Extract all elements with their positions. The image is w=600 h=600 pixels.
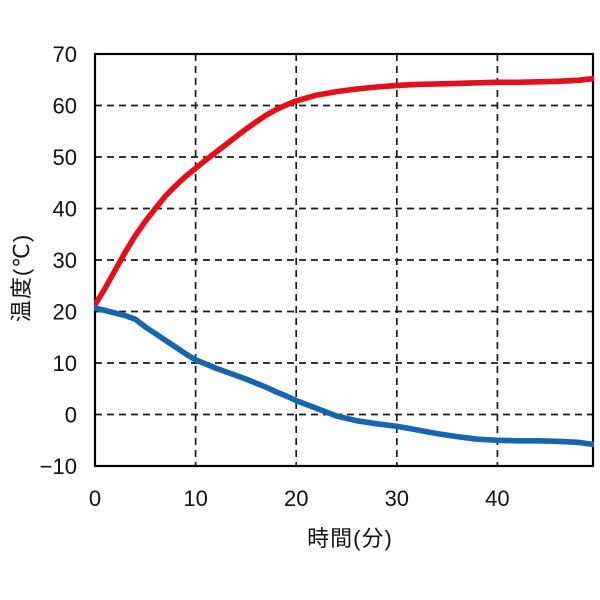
x-tick-label: 0 <box>89 486 101 511</box>
y-tick-label: 60 <box>53 94 77 119</box>
y-tick-label: 70 <box>53 42 77 67</box>
y-tick-label: 50 <box>53 145 77 170</box>
y-axis-title: 温度(℃) <box>9 233 34 323</box>
red-rising-temperature-curve <box>94 75 594 308</box>
y-tick-label: 10 <box>53 351 77 376</box>
x-axis-title: 時間(分) <box>307 526 393 551</box>
y-tick-label: 30 <box>53 248 77 273</box>
x-tick-label: 30 <box>385 486 409 511</box>
y-tick-label: 40 <box>53 197 77 222</box>
y-tick-label: 20 <box>53 300 77 325</box>
y-tick-label: 0 <box>65 403 77 428</box>
plot-border <box>93 52 595 468</box>
y-tick-label: −10 <box>40 454 77 479</box>
x-tick-label: 10 <box>183 486 207 511</box>
blue-falling-temperature-curve <box>94 305 594 448</box>
x-tick-label: 20 <box>284 486 308 511</box>
x-tick-label: 40 <box>485 486 509 511</box>
